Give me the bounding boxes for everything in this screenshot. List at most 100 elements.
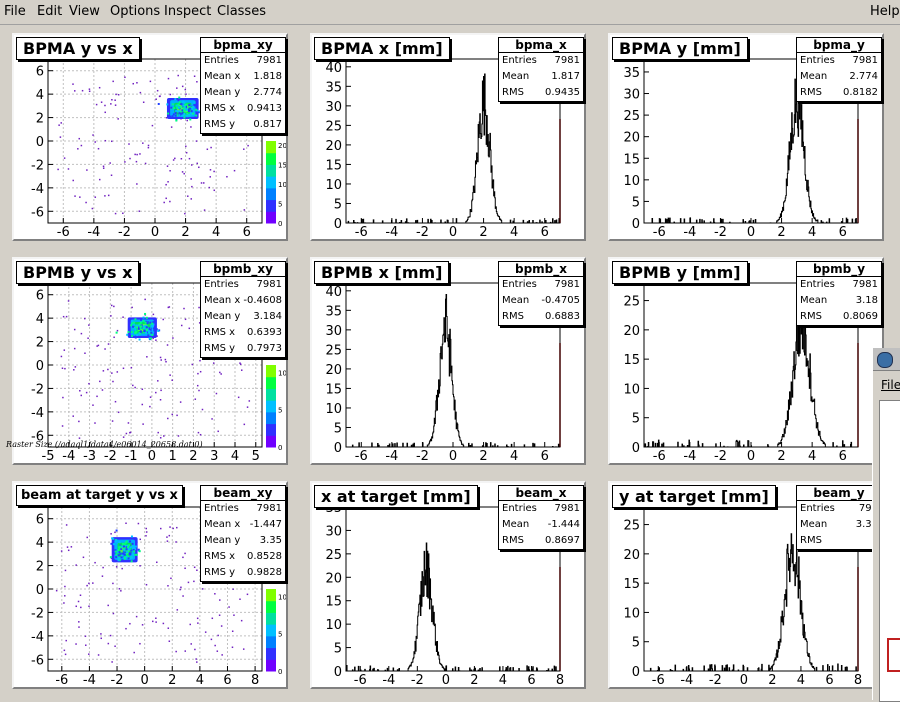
scatter-point [114, 400, 117, 403]
scatter-point [149, 80, 152, 83]
menu-options[interactable]: Options [110, 4, 161, 19]
pad-bpma_y[interactable]: -6 -4 -2 0 2 4 6 0 5 10 15 20 25 30 35 BPMA y [mm] bpma_… [608, 33, 884, 241]
pad-bpma_x[interactable]: -6 -4 -2 0 2 4 6 0 5 10 15 20 25 30 35 40 BPMA x [mm] bpm… [310, 33, 586, 241]
side-window[interactable]: File [872, 348, 900, 702]
x-tick-label: 0 [747, 225, 755, 239]
cluster-point [124, 555, 127, 558]
stats-label: Mean [502, 295, 530, 306]
side-window-titlebar[interactable] [873, 348, 900, 371]
stats-box[interactable]: bpma_x Entries 7981 Mean 1.817 RMS 0.9435 [498, 37, 584, 102]
y-tick-label: 0 [632, 217, 640, 232]
y-tick-label: 0 [632, 441, 640, 456]
cluster-point [181, 109, 184, 112]
plot-bpma_x: -6 -4 -2 0 2 4 6 0 5 10 15 20 25 30 35 40 [325, 58, 561, 239]
pad-title: beam at target y vs x [16, 485, 183, 506]
scatter-point [139, 153, 141, 155]
menu-file[interactable]: File [4, 4, 26, 19]
palette-cell [266, 388, 276, 401]
stats-box[interactable]: bpmb_xy Entries 7981 Mean x -0.4608 Mean y 3.1… [200, 261, 286, 358]
scatter-point [110, 533, 112, 535]
scatter-point [237, 396, 240, 399]
scatter-point [217, 430, 219, 433]
menu-view[interactable]: View [69, 4, 100, 19]
stats-box[interactable]: bpma_xy Entries 7981 Mean x 1.818 Mean y 2.774… [200, 37, 286, 134]
scatter-point [131, 306, 133, 309]
pad-bpmb_y[interactable]: -6 -4 -2 0 2 4 6 0 5 10 15 20 25 BPMB y [mm] bpmb_y Ent… [608, 257, 884, 465]
scatter-point [111, 98, 113, 101]
scatter-point [88, 653, 90, 655]
side-window-file-menu[interactable]: File [881, 378, 900, 392]
palette-cell [266, 141, 276, 154]
menu-classes[interactable]: Classes [217, 4, 266, 19]
stats-box[interactable]: bpma_y Entries 7981 Mean 2.774 RMS 0.8182 [796, 37, 882, 102]
stats-box[interactable]: beam_y Entries 798 Mean 3.34 RMS [796, 485, 882, 550]
x-tick-label: 2 [777, 449, 785, 463]
stats-box[interactable]: bpmb_x Entries 7981 Mean -0.4705 RMS 0.6883 [498, 261, 584, 326]
cluster-point [186, 112, 189, 115]
scatter-point [62, 396, 64, 399]
scatter-point [243, 209, 246, 211]
scatter-point [77, 600, 80, 603]
scatter-point [203, 209, 206, 211]
cluster-point [138, 338, 141, 341]
scatter-point [78, 137, 81, 140]
scatter-point [92, 134, 94, 136]
x-tick-label: 4 [212, 225, 220, 239]
pad-bpmb_x[interactable]: -6 -4 -2 0 2 4 6 0 5 10 15 20 25 30 35 40 BPMB x [mm] bpm… [310, 257, 586, 465]
scatter-point [240, 619, 243, 622]
scatter-point [186, 119, 189, 122]
menu-help[interactable]: Help [870, 4, 900, 19]
stats-box[interactable]: beam_xy Entries 7981 Mean x -1.447 Mean y 3.35… [200, 485, 286, 582]
x-tick-label: 0 [740, 673, 748, 687]
x-tick-label: -3 [83, 449, 96, 463]
scatter-point [129, 622, 131, 625]
pad-bpmb_xy[interactable]: 0 5 10 -5 -4 -3 -2 -1 0 1 2 3 4 5 -6 -4 -2 0 2 4 6 BPMB y vs … [12, 257, 288, 465]
cluster-point [123, 551, 126, 554]
scatter-point [62, 315, 65, 318]
menu-edit[interactable]: Edit [37, 4, 63, 19]
scatter-point [166, 344, 169, 346]
scatter-point [155, 621, 157, 623]
stats-row: Mean 3.18 [797, 293, 881, 309]
y-tick-label: 0 [632, 665, 640, 680]
menu-inspect[interactable]: Inspect [164, 4, 212, 19]
cluster-point [193, 101, 196, 104]
scatter-point [152, 620, 154, 623]
cluster-point [191, 109, 194, 112]
pad-beam_y[interactable]: -6 -4 -2 0 2 4 6 8 0 5 10 15 20 25 y at target [mm] bea… [608, 481, 884, 689]
pad-beam_xy[interactable]: 0 5 10 -6 -4 -2 0 2 4 6 8 -6 -4 -2 0 2 4 6 beam at target … [12, 481, 288, 689]
stats-box[interactable]: beam_x Entries 7981 Mean -1.444 RMS 0.8697 [498, 485, 584, 550]
stats-box[interactable]: bpmb_y Entries 7981 Mean 3.18 RMS 0.8069 [796, 261, 882, 326]
scatter-point [109, 634, 112, 637]
pad-beam_x[interactable]: -6 -4 -2 0 2 4 6 8 0 5 10 15 20 25 30 35 x at target [mm… [310, 481, 586, 689]
y-tick-label: 40 [325, 285, 342, 300]
scatter-point [129, 157, 131, 160]
cluster-point [190, 110, 193, 113]
y-tick-label: 5 [632, 412, 640, 427]
x-tick-label: 8 [854, 673, 862, 687]
scatter-point [183, 172, 185, 175]
scatter-point [70, 546, 73, 548]
stats-label: RMS x [204, 551, 236, 562]
scatter-point [82, 556, 85, 559]
pad-bpma_xy[interactable]: 0 5 10 15 20 -6 -4 -2 0 2 4 6 -6 -4 -2 0 2 4 6 BPMA y vs x b… [12, 33, 288, 241]
cluster-point [182, 104, 185, 107]
cluster-point [135, 330, 138, 333]
cluster-point [190, 107, 193, 110]
cluster-point [127, 557, 130, 560]
cluster-point [128, 544, 131, 547]
scatter-point [120, 590, 122, 592]
stats-label: Entries [502, 279, 537, 290]
scatter-point [170, 126, 173, 128]
scatter-point [98, 178, 101, 181]
cluster-point [193, 103, 196, 106]
cluster-point [119, 551, 122, 554]
cluster-point [135, 326, 138, 329]
scatter-point [110, 140, 113, 143]
palette-cell [266, 647, 276, 660]
x-tick-label: 0 [148, 449, 156, 463]
cluster-point [172, 113, 175, 116]
scatter-point [177, 435, 180, 437]
scatter-point [210, 638, 213, 641]
